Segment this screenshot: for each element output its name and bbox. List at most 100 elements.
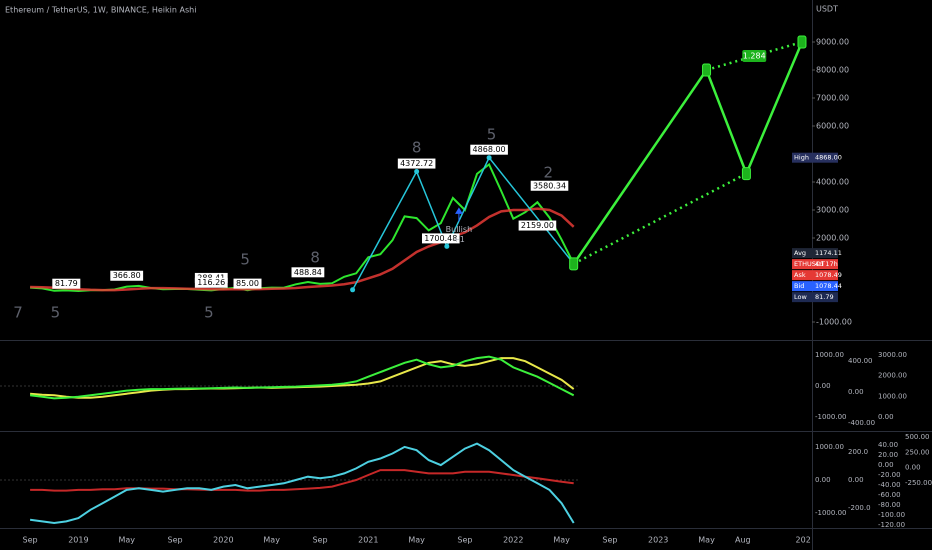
price-label-box: [792, 281, 838, 292]
y-tick-label: -20.00: [878, 471, 901, 479]
y-tick-label: 6000.00: [816, 121, 849, 130]
y-tick-label: 7000.00: [816, 93, 849, 102]
y-tick-label: 1000.00: [815, 351, 844, 359]
x-tick-label: 2023: [648, 536, 668, 545]
price-label-box: [792, 259, 838, 270]
pattern-point: [486, 155, 492, 161]
projection-path: [572, 41, 804, 265]
annotation-box: [194, 277, 228, 288]
y-tick-label: 0.00: [815, 476, 831, 484]
wave-label: 2: [544, 164, 554, 182]
y-tick-label: 1000.00: [815, 443, 844, 451]
y-tick-label: 20.00: [878, 451, 898, 459]
x-tick-label: May: [698, 536, 715, 545]
wave-label: 5: [487, 125, 497, 143]
y-tick-label: 2000.00: [816, 233, 849, 242]
y-tick-label: -1000.00: [815, 509, 846, 517]
annotation-label: 1700.48: [424, 234, 457, 243]
y-tick-label: -120.00: [878, 521, 905, 529]
price-label-value: 1078.49: [815, 271, 842, 279]
y-tick-label: 400.00: [848, 357, 873, 365]
y-tick-label: 3000.00: [878, 351, 907, 359]
wave-label: 5: [240, 251, 250, 269]
annotation-label: 366.80: [113, 271, 141, 280]
annotation-box: [518, 220, 557, 231]
wave-label: 8: [412, 139, 422, 157]
price-label-box: [792, 248, 838, 259]
wave-label: 7: [13, 304, 23, 322]
y-tick-label: 0.00: [878, 461, 894, 469]
y-tick-label: 0.00: [878, 413, 894, 421]
annotation-box: [52, 278, 81, 289]
x-tick-label: Aug: [735, 536, 751, 545]
annotation-box: [233, 278, 262, 289]
annotation-label: 81.79: [55, 279, 78, 288]
price-label-name: ETHUSDT: [794, 260, 825, 268]
annotation-box: [110, 270, 144, 281]
indicator-line: [29, 355, 575, 400]
annotation-label: 488.84: [294, 268, 322, 277]
y-tick-label: 2000.00: [878, 372, 907, 380]
x-tick-label: 2022: [503, 536, 523, 545]
price-label-value: 1174.11: [815, 249, 842, 257]
annotation-label: 3580.34: [533, 181, 566, 190]
y-tick-label: 3000.00: [816, 205, 849, 214]
wave-label: 5: [51, 304, 61, 322]
signal-sub: +1: [453, 235, 465, 244]
y-tick-label: -1000.00: [816, 317, 852, 326]
y-axis-unit: USDT: [816, 5, 838, 14]
y-tick-label: 40.00: [878, 441, 898, 449]
y-tick-label: -100.00: [878, 511, 905, 519]
x-tick-label: Sep: [23, 536, 38, 545]
projection-point: [797, 35, 807, 49]
y-tick-label: 8000.00: [816, 65, 849, 74]
projection-point: [702, 63, 712, 77]
x-tick-label: May: [408, 536, 425, 545]
y-tick-label: 0.00: [905, 464, 921, 472]
indicator-line: [30, 469, 574, 492]
price-label-name: High: [794, 154, 809, 162]
price-label-value: 1078.44: [815, 282, 842, 290]
x-tick-label: 2021: [358, 536, 378, 545]
annotation-box: [397, 158, 436, 169]
price-label-name: Ask: [794, 271, 806, 279]
x-tick-label: Sep: [312, 536, 327, 545]
annotation-box: [291, 267, 325, 278]
price-label-box: [792, 270, 838, 281]
annotation-label: 4868.00: [473, 145, 506, 154]
signal-arrow: [455, 207, 463, 222]
annotation-label: 85.00: [236, 279, 259, 288]
ratio-box: [742, 49, 767, 62]
wave-label: 8: [310, 248, 320, 266]
y-tick-label: -400.00: [848, 419, 875, 427]
y-tick-label: 200.0: [848, 448, 868, 456]
moving-average: [30, 207, 575, 292]
indicator-line: [29, 442, 575, 525]
x-tick-label: Sep: [602, 536, 617, 545]
price-label-name: Bid: [794, 282, 804, 290]
price-label-name: Low: [794, 293, 807, 301]
x-tick-label: 202: [796, 536, 811, 545]
y-tick-label: 1000.00: [878, 392, 907, 400]
price-label-value: 81.79: [815, 293, 834, 301]
y-tick-label: -250.00: [905, 479, 932, 487]
annotation-label: 2159.00: [521, 221, 554, 230]
x-tick-label: Sep: [457, 536, 472, 545]
annotation-box: [470, 144, 508, 155]
projection-point: [741, 167, 751, 181]
x-tick-label: May: [118, 536, 135, 545]
y-tick-label: 250.00: [905, 448, 930, 456]
pattern-point: [414, 169, 420, 175]
price-label-name: Avg: [794, 249, 806, 257]
x-tick-label: Sep: [167, 536, 182, 545]
y-tick-label: 500.00: [905, 433, 930, 441]
y-tick-label: -40.00: [878, 481, 901, 489]
x-tick-label: 2020: [213, 536, 233, 545]
ratio-label: 1.284: [743, 51, 766, 60]
signal-label: Bullish: [446, 225, 472, 234]
x-tick-label: May: [263, 536, 280, 545]
y-tick-label: 0.00: [848, 388, 864, 396]
x-tick-label: 2019: [68, 536, 88, 545]
